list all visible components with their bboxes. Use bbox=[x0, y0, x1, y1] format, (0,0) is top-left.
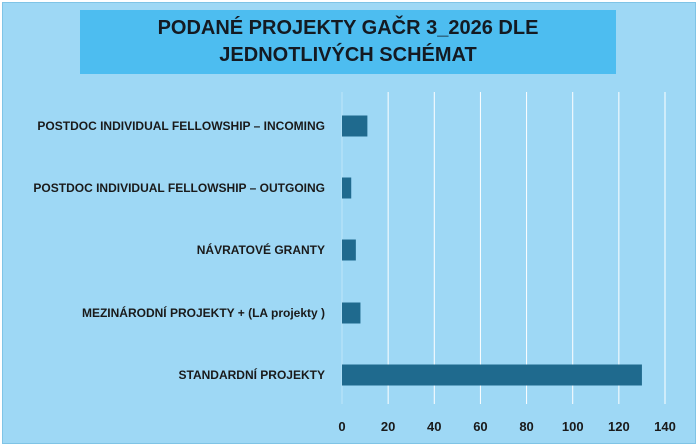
category-labels: POSTDOC INDIVIDUAL FELLOWSHIP – INCOMING… bbox=[33, 119, 325, 382]
category-label: STANDARDNÍ PROJEKTY bbox=[179, 367, 325, 382]
x-tick-label: 0 bbox=[338, 419, 345, 434]
x-tick-label: 100 bbox=[562, 419, 584, 434]
x-tick-label: 80 bbox=[519, 419, 533, 434]
x-tick-label: 120 bbox=[608, 419, 630, 434]
bar bbox=[342, 177, 352, 199]
bar bbox=[342, 302, 361, 324]
category-label: MEZINÁRODNÍ PROJEKTY + (LA projekty ) bbox=[82, 305, 325, 320]
x-tick-label: 60 bbox=[473, 419, 487, 434]
x-tick-label: 40 bbox=[427, 419, 441, 434]
category-label: POSTDOC INDIVIDUAL FELLOWSHIP – OUTGOING bbox=[33, 181, 325, 195]
chart-title-box: PODANÉ PROJEKTY GAČR 3_2026 DLE JEDNOTLI… bbox=[80, 10, 616, 74]
bars bbox=[342, 115, 642, 386]
x-tick-label: 20 bbox=[381, 419, 395, 434]
bar bbox=[342, 364, 642, 386]
chart-title: PODANÉ PROJEKTY GAČR 3_2026 DLE JEDNOTLI… bbox=[157, 17, 539, 66]
category-label: POSTDOC INDIVIDUAL FELLOWSHIP – INCOMING bbox=[37, 119, 325, 133]
bar bbox=[342, 239, 356, 261]
gridlines bbox=[341, 92, 666, 404]
x-tick-labels: 0 20 40 60 80 100 120 140 bbox=[338, 419, 675, 434]
x-tick-label: 140 bbox=[654, 419, 676, 434]
bar bbox=[342, 115, 368, 137]
category-label: NÁVRATOVÉ GRANTY bbox=[197, 242, 325, 257]
